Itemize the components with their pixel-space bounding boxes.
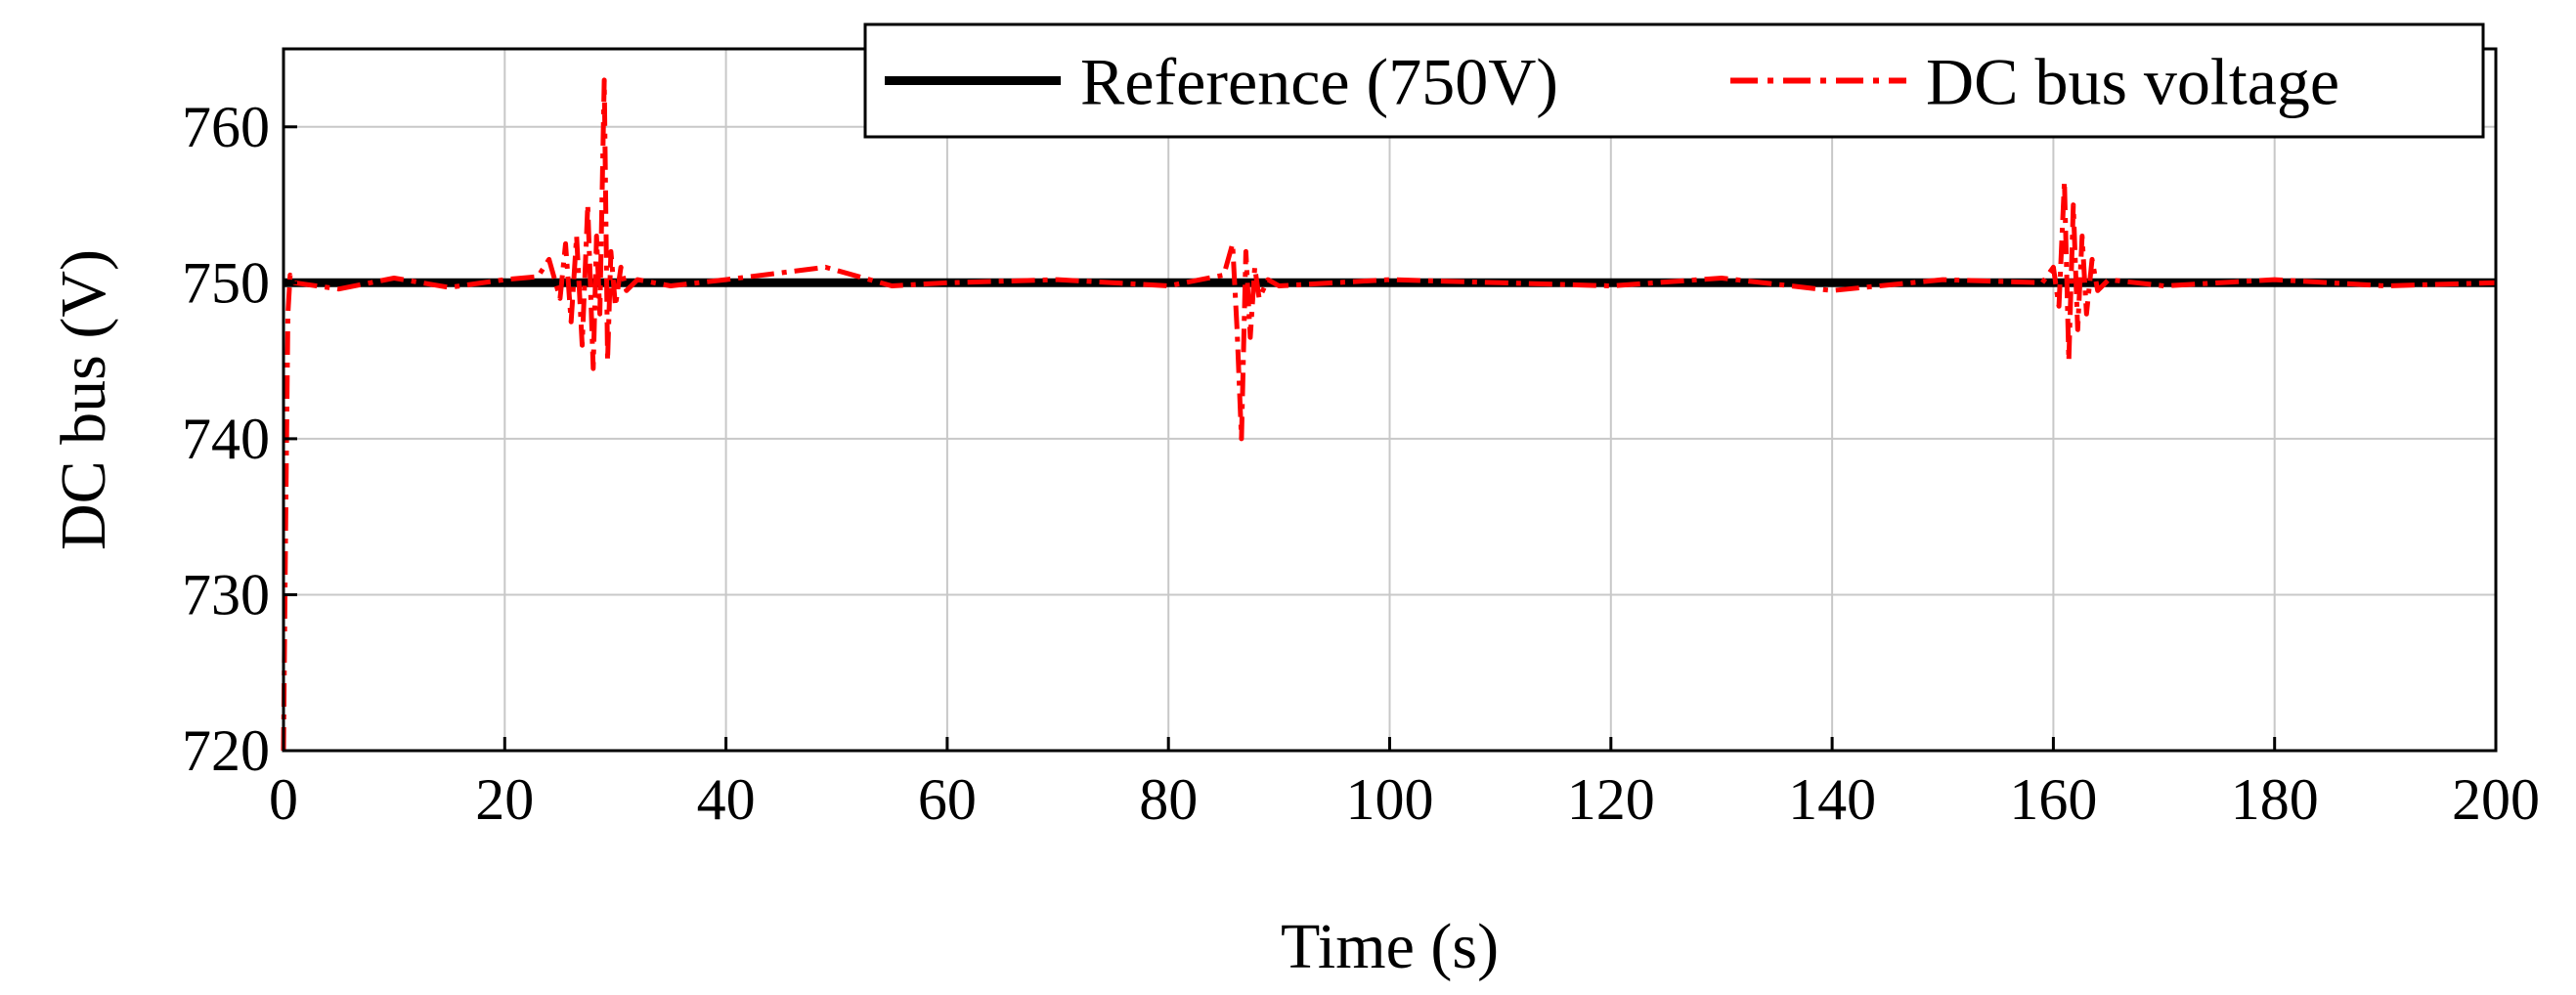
y-axis: 720 730 740 750 760 [182, 95, 297, 783]
legend: Reference (750V) DC bus voltage [863, 22, 2485, 139]
x-tick-label: 200 [2452, 767, 2540, 832]
x-tick-label: 0 [269, 767, 298, 832]
y-tick-label: 760 [182, 95, 270, 159]
x-tick-label: 60 [918, 767, 977, 832]
legend-label-reference: Reference (750V) [1080, 45, 1558, 119]
series-layer [281, 77, 2497, 752]
x-tick-label: 120 [1567, 767, 1655, 832]
x-tick-label: 20 [475, 767, 534, 832]
x-tick-label: 180 [2231, 767, 2319, 832]
x-tick-label: 160 [2009, 767, 2097, 832]
y-tick-label: 730 [182, 562, 270, 627]
x-tick-label: 140 [1788, 767, 1876, 832]
x-tick-label: 80 [1139, 767, 1198, 832]
y-tick-label: 740 [182, 407, 270, 471]
y-tick-label: 720 [182, 718, 270, 783]
series-line-dc-bus-voltage [281, 77, 2497, 752]
y-axis-title: DC bus (V) [48, 249, 119, 550]
x-tick-label: 40 [697, 767, 756, 832]
legend-box [863, 22, 2485, 139]
x-tick-label: 100 [1346, 767, 1434, 832]
legend-label-dc-bus-voltage: DC bus voltage [1926, 45, 2339, 119]
y-tick-label: 750 [182, 250, 270, 315]
x-axis: 0 20 40 60 80 100 120 140 160 180 200 [269, 737, 2540, 832]
x-axis-title: Time (s) [1281, 911, 1499, 982]
